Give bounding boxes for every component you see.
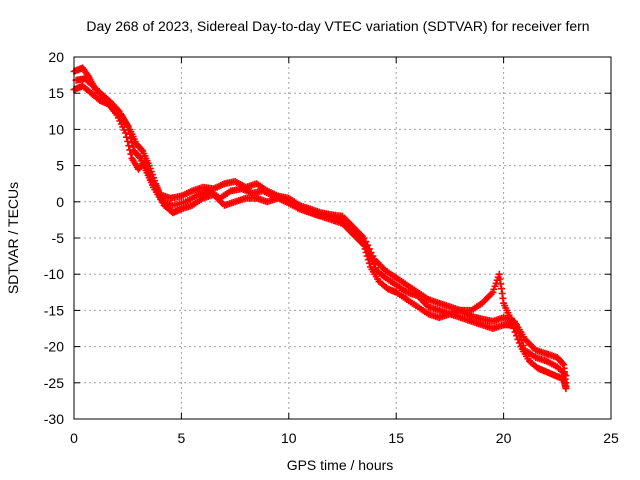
y-tick-label: 5 [56,158,64,174]
series-track-middle [72,75,570,380]
y-tick-label: 20 [48,49,64,65]
data-point [125,126,133,134]
data-point [561,370,568,378]
data-point [512,322,520,330]
data-point [128,139,136,147]
data-series [70,64,570,393]
data-point [124,122,132,130]
x-tick-label: 15 [388,430,404,446]
data-point [136,153,143,161]
x-axis-title: GPS time / hours [287,457,394,473]
data-point [138,146,146,154]
y-tick-label: -10 [44,266,64,282]
data-point [516,332,524,340]
y-tick-label: -15 [44,302,64,318]
grid [74,57,611,419]
y-axis-title: SDTVAR / TECUs [5,182,21,294]
y-tick-label: 0 [56,194,64,210]
x-tick-label: 10 [281,430,297,446]
data-point [126,130,134,138]
x-tick-label: 5 [178,430,186,446]
y-tick-label: -30 [44,411,64,427]
y-tick-label: 15 [48,85,64,101]
data-point [518,337,525,345]
y-tick-label: -5 [52,230,65,246]
data-point [562,385,570,393]
chart-title: Day 268 of 2023, Sidereal Day-to-day VTE… [86,18,589,34]
data-point [514,327,522,335]
axes: 0 5 10 15 20 25 -30 -25 -20 -15 -10 -5 0 5 10 15 20 [44,49,619,446]
data-point [562,372,570,380]
data-point [510,317,518,325]
x-tick-label: 20 [496,430,512,446]
data-point [514,335,522,343]
data-point [127,134,135,142]
data-point [129,143,137,151]
y-tick-label: -20 [44,339,64,355]
data-point [519,341,527,349]
y-tick-label: 10 [48,121,64,137]
x-tick-label: 0 [70,430,78,446]
data-point [559,360,567,367]
x-tick-label: 25 [603,430,619,446]
y-tick-label: -25 [44,375,64,391]
